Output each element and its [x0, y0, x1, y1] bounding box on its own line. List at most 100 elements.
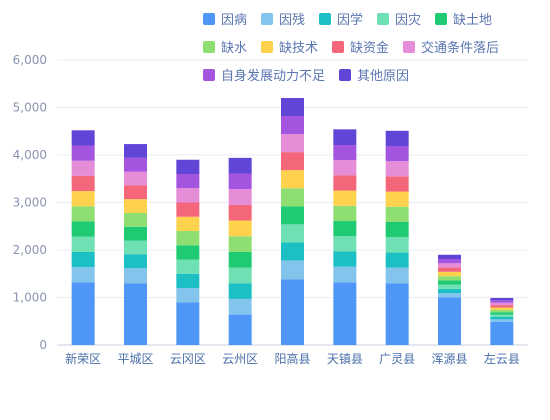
bar-stack[interactable]: [228, 157, 252, 345]
bar-segment[interactable]: [438, 267, 461, 272]
bar-segment[interactable]: [281, 170, 304, 189]
legend-item[interactable]: 自身发展动力不足: [203, 68, 325, 84]
bar-segment[interactable]: [228, 173, 252, 190]
bar-segment[interactable]: [490, 300, 514, 303]
bar-segment[interactable]: [438, 293, 461, 298]
bar-segment[interactable]: [71, 191, 95, 207]
bar-segment[interactable]: [333, 145, 357, 161]
bar-segment[interactable]: [333, 205, 357, 222]
bar-segment[interactable]: [281, 134, 304, 153]
bar-stack[interactable]: [333, 129, 357, 345]
bar-segment[interactable]: [71, 160, 95, 176]
bar-segment[interactable]: [281, 116, 304, 135]
legend-item[interactable]: 缺土地: [435, 13, 492, 28]
bar-segment[interactable]: [124, 254, 147, 269]
bar-segment[interactable]: [124, 157, 147, 172]
bar-stack[interactable]: [385, 130, 409, 345]
bar-stack[interactable]: [490, 297, 514, 345]
bar-segment[interactable]: [228, 204, 252, 221]
bar-segment[interactable]: [281, 279, 304, 345]
bar-segment[interactable]: [176, 259, 200, 274]
bar-segment[interactable]: [124, 268, 147, 284]
legend-item[interactable]: 缺资金: [332, 40, 389, 56]
bar-stack[interactable]: [281, 98, 304, 345]
bar-segment[interactable]: [124, 144, 147, 158]
bar-segment[interactable]: [333, 160, 357, 176]
bar-segment[interactable]: [281, 152, 304, 171]
legend-item[interactable]: 因残: [261, 13, 305, 28]
bar-segment[interactable]: [438, 280, 461, 285]
legend-item[interactable]: 因灾: [377, 12, 421, 28]
bar-segment[interactable]: [333, 221, 357, 237]
bar-segment[interactable]: [385, 176, 409, 192]
legend-item[interactable]: 其他原因: [339, 69, 409, 84]
bar-segment[interactable]: [333, 190, 357, 206]
bar-segment[interactable]: [490, 305, 514, 308]
bar-segment[interactable]: [228, 157, 252, 174]
bar-segment[interactable]: [490, 321, 514, 345]
bar-segment[interactable]: [228, 298, 252, 315]
bar-segment[interactable]: [176, 273, 200, 288]
bar-segment[interactable]: [228, 189, 252, 205]
bar-segment[interactable]: [71, 267, 95, 283]
bar-segment[interactable]: [228, 314, 252, 345]
bar-segment[interactable]: [490, 309, 514, 313]
bar-segment[interactable]: [490, 302, 514, 306]
bar-segment[interactable]: [124, 199, 147, 213]
bar-segment[interactable]: [281, 224, 304, 243]
bar-segment[interactable]: [176, 231, 200, 246]
bar-segment[interactable]: [385, 161, 409, 177]
bar-segment[interactable]: [385, 237, 409, 253]
bar-segment[interactable]: [176, 188, 200, 203]
bar-segment[interactable]: [281, 98, 304, 117]
bar-segment[interactable]: [228, 220, 252, 237]
bar-segment[interactable]: [490, 307, 514, 310]
bar-segment[interactable]: [333, 175, 357, 191]
bar-segment[interactable]: [385, 206, 409, 222]
bar-segment[interactable]: [438, 271, 461, 277]
bar-segment[interactable]: [176, 174, 200, 189]
bar-stack[interactable]: [438, 254, 461, 346]
bar-segment[interactable]: [228, 251, 252, 268]
bar-segment[interactable]: [438, 263, 461, 268]
legend-item[interactable]: 缺水: [203, 41, 247, 56]
bar-segment[interactable]: [281, 242, 304, 261]
legend-item[interactable]: 因学: [319, 12, 363, 28]
bar-segment[interactable]: [385, 283, 409, 345]
bar-segment[interactable]: [71, 130, 95, 146]
bar-segment[interactable]: [228, 236, 252, 252]
bar-segment[interactable]: [490, 314, 514, 317]
bar-segment[interactable]: [438, 254, 461, 260]
bar-stack[interactable]: [176, 159, 200, 345]
bar-segment[interactable]: [438, 259, 461, 264]
bar-segment[interactable]: [333, 251, 357, 267]
bar-segment[interactable]: [385, 252, 409, 268]
bar-segment[interactable]: [124, 212, 147, 227]
bar-segment[interactable]: [438, 288, 461, 294]
bar-segment[interactable]: [124, 283, 147, 345]
bar-segment[interactable]: [71, 221, 95, 237]
bar-segment[interactable]: [124, 240, 147, 255]
bar-segment[interactable]: [438, 284, 461, 289]
bar-segment[interactable]: [71, 282, 95, 345]
legend-item[interactable]: 交通条件落后: [403, 40, 499, 56]
bar-segment[interactable]: [438, 297, 461, 346]
bar-segment[interactable]: [490, 316, 514, 320]
bar-segment[interactable]: [176, 159, 200, 174]
bar-segment[interactable]: [385, 130, 409, 146]
bar-segment[interactable]: [124, 185, 147, 200]
bar-segment[interactable]: [490, 312, 514, 315]
bar-segment[interactable]: [71, 175, 95, 192]
bar-segment[interactable]: [228, 267, 252, 284]
bar-segment[interactable]: [333, 266, 357, 283]
bar-segment[interactable]: [176, 288, 200, 303]
bar-segment[interactable]: [385, 267, 409, 284]
bar-segment[interactable]: [71, 206, 95, 222]
bar-segment[interactable]: [71, 251, 95, 268]
bar-segment[interactable]: [281, 188, 304, 207]
bar-segment[interactable]: [176, 216, 200, 231]
bar-segment[interactable]: [438, 276, 461, 281]
bar-segment[interactable]: [385, 145, 409, 162]
bar-segment[interactable]: [281, 260, 304, 280]
bar-segment[interactable]: [333, 236, 357, 252]
